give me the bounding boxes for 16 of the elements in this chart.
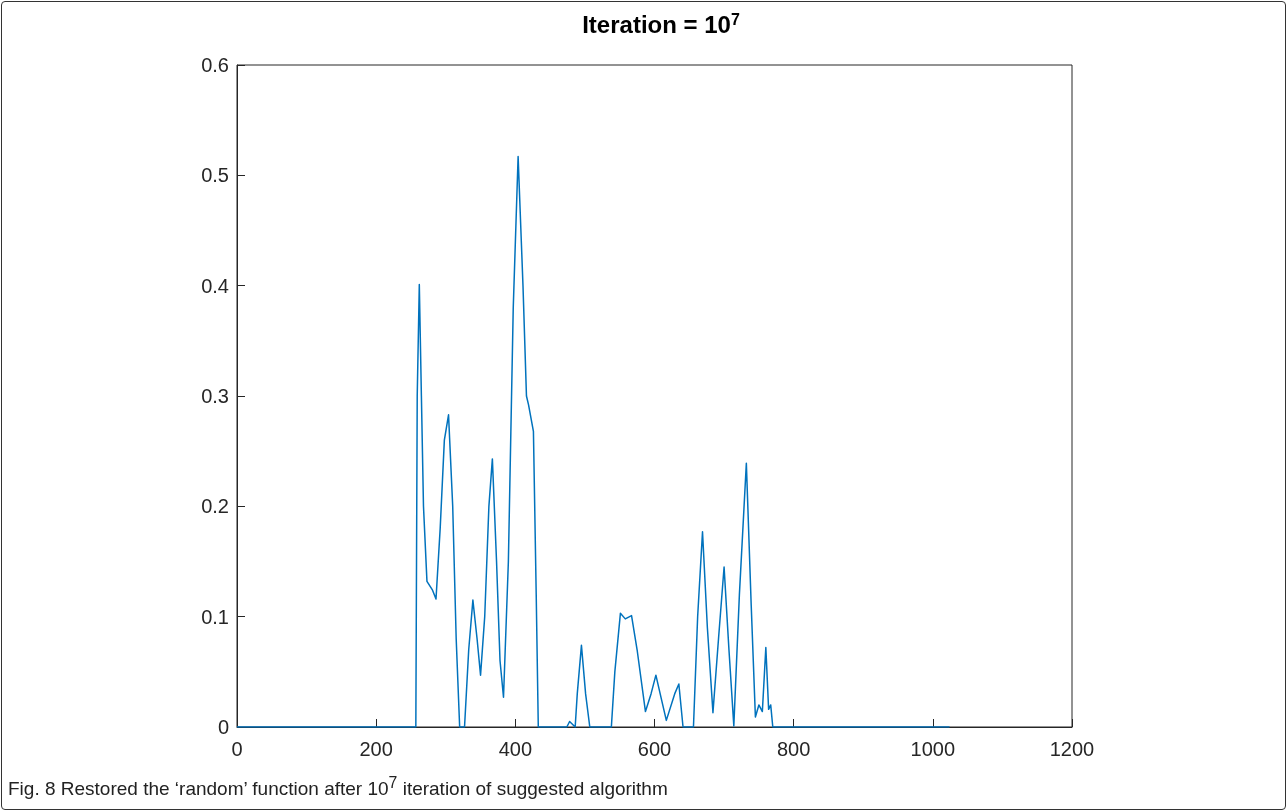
y-tick-label: 0.2	[201, 495, 229, 518]
y-tick-label: 0.4	[201, 274, 229, 297]
y-tick-label: 0	[217, 716, 229, 738]
x-tick-label: 600	[637, 738, 672, 760]
y-tick-label: 0.6	[201, 54, 229, 76]
caption: Fig. 8 Restored the ‘random’ function after 10$^{7}$ iteration of suggested algorithm	[8, 774, 668, 801]
x-tick-label: 800	[776, 738, 811, 760]
line-series	[236, 155, 951, 728]
x-tick-label: 1000	[910, 738, 956, 760]
x-tick-label: 1200	[1049, 738, 1095, 760]
y-tick-label: 0.5	[201, 164, 229, 187]
x-tick-label: 0	[231, 738, 243, 760]
y-tick-label: 0.3	[201, 385, 229, 407]
x-tick-label: 200	[359, 738, 393, 760]
y-tick-label: 0.1	[201, 605, 229, 628]
x-tick-label: 400	[498, 738, 533, 760]
